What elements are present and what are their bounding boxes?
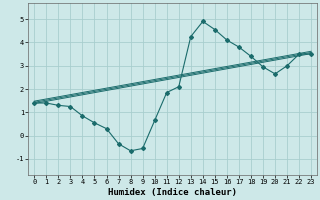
- X-axis label: Humidex (Indice chaleur): Humidex (Indice chaleur): [108, 188, 237, 197]
